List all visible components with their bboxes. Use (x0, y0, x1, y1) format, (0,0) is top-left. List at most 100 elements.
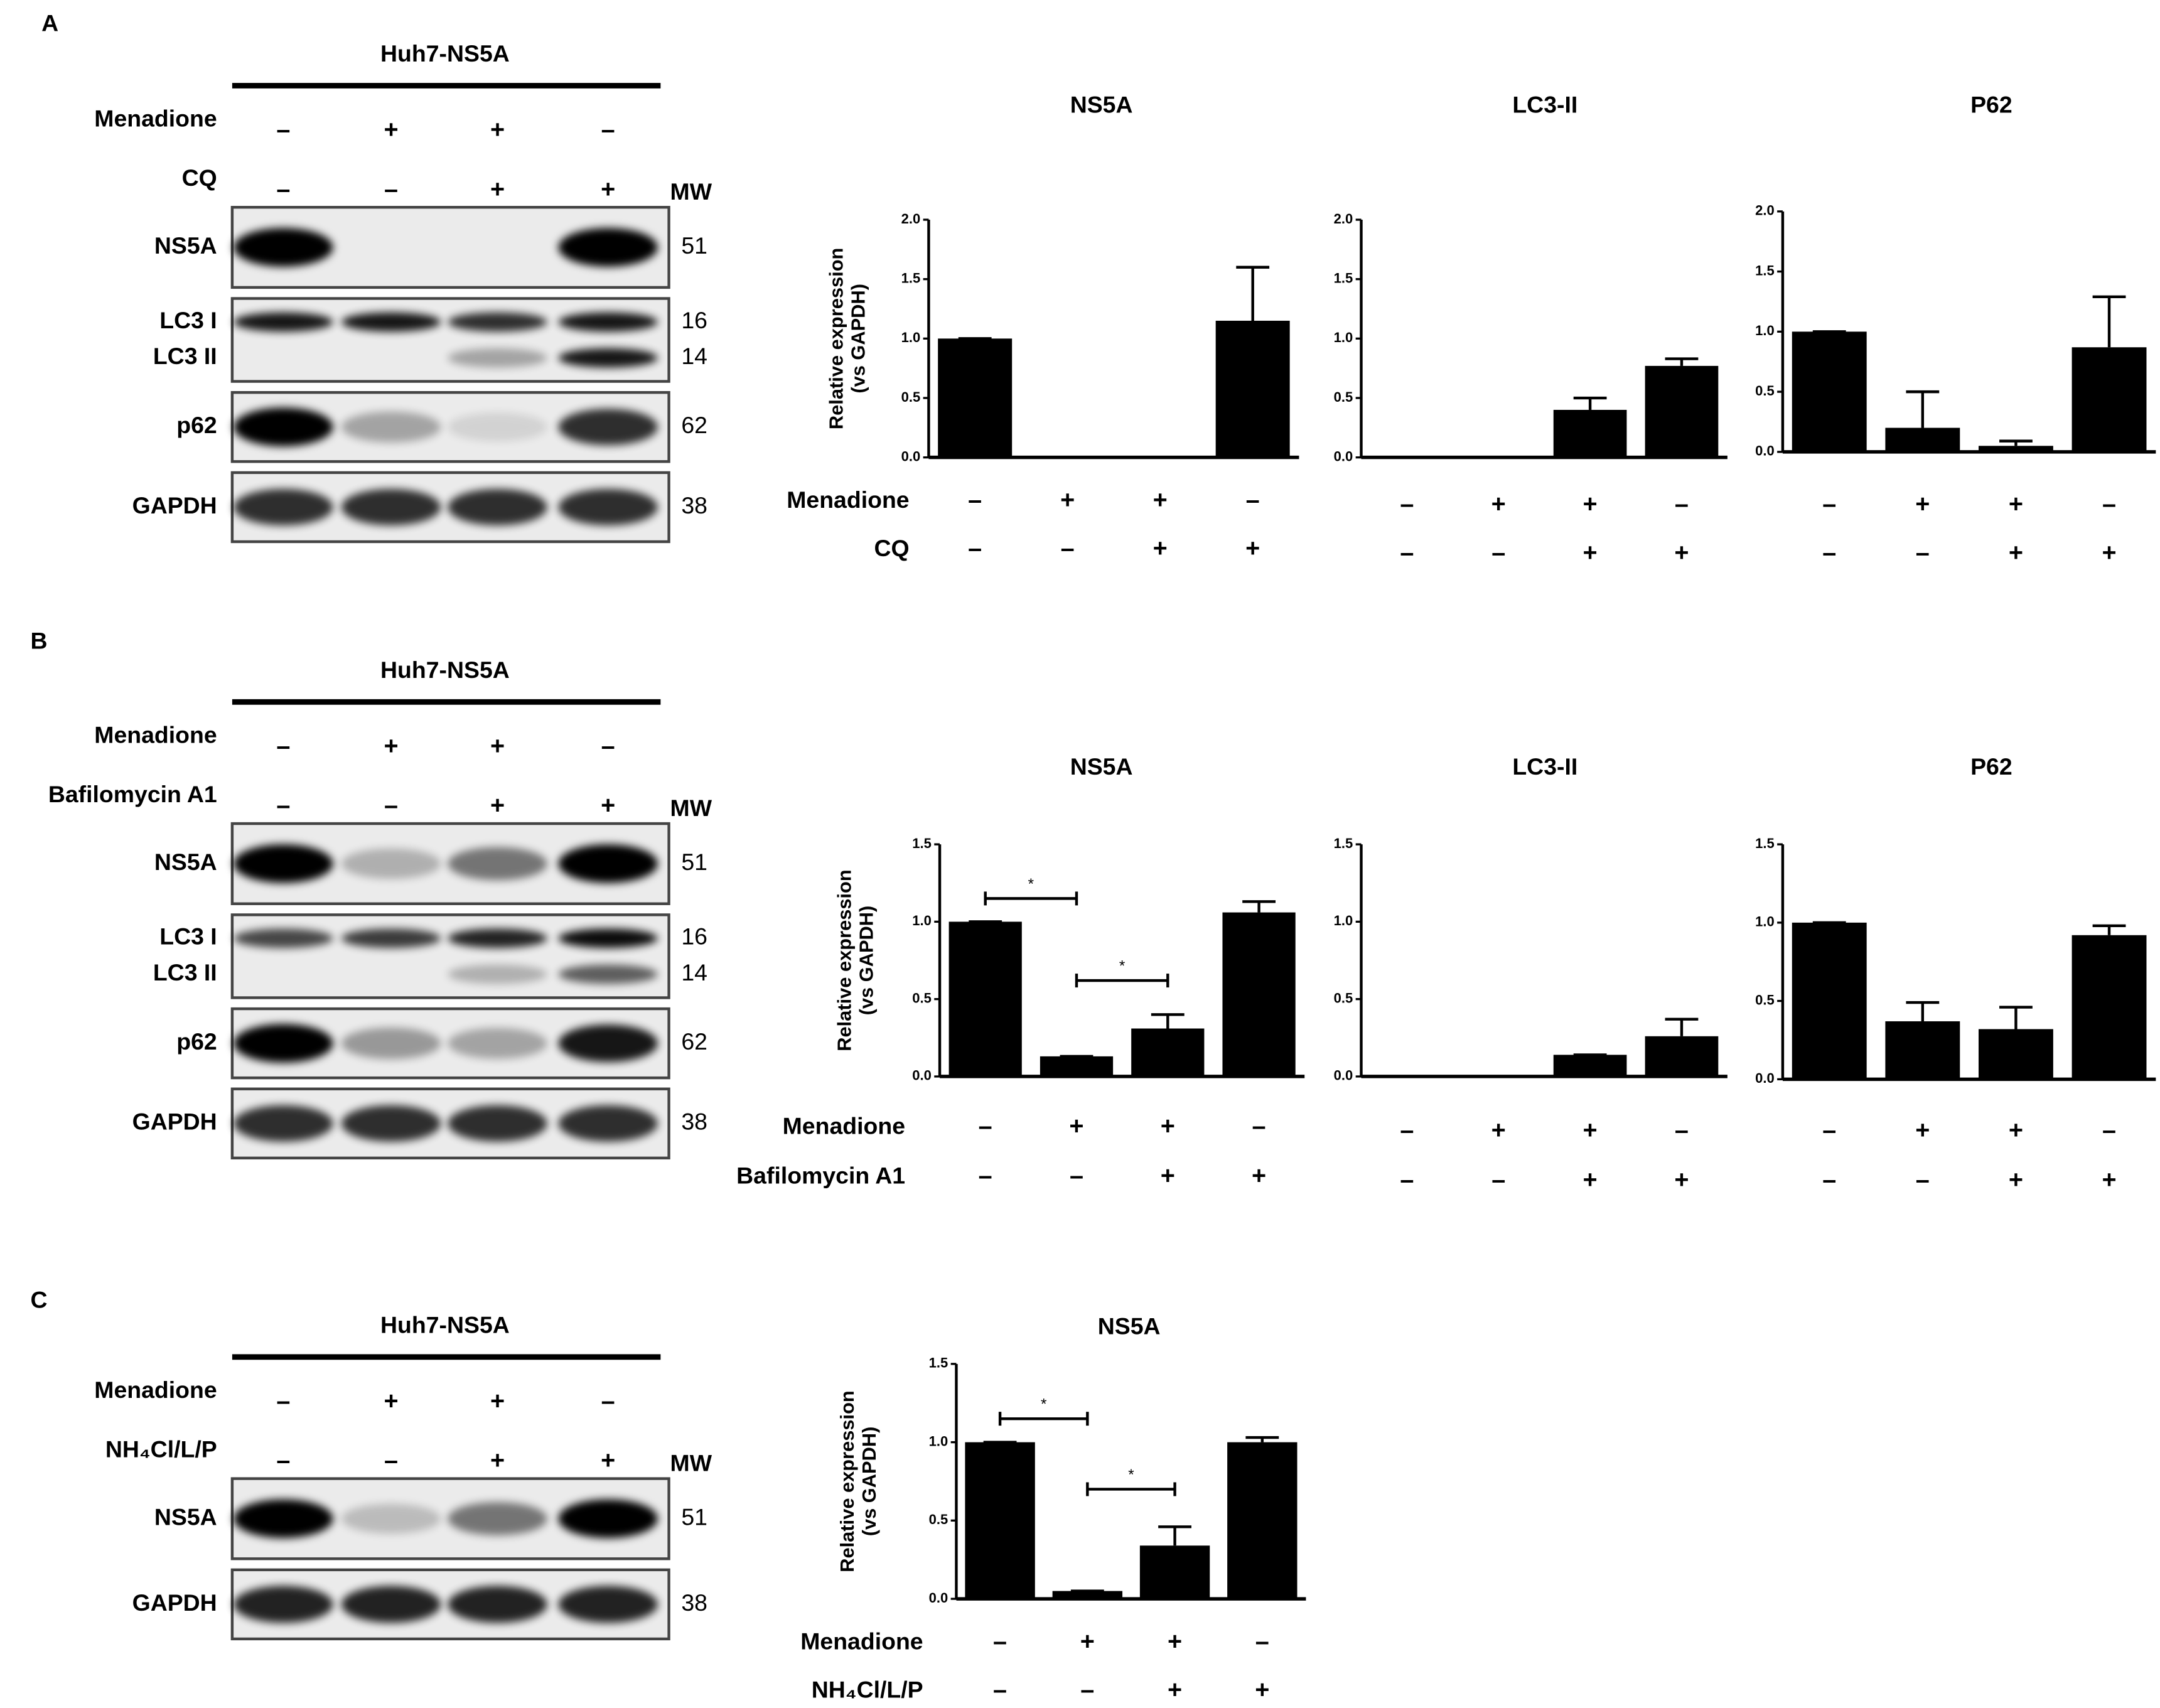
error-bar (1665, 1018, 1699, 1036)
bar (1978, 446, 2053, 452)
condition-sign: – (1675, 1116, 1689, 1144)
condition-sign: – (979, 1112, 992, 1140)
panel-label: A (41, 10, 58, 36)
condition-sign: + (1168, 1676, 1182, 1704)
condition-sign: + (1153, 486, 1168, 514)
y-tick-label: 0.0 (1755, 1070, 1775, 1086)
error-bar (1573, 396, 1607, 410)
condition-sign: – (968, 486, 982, 514)
bar (1792, 331, 1867, 452)
band-label: p62 (176, 1028, 217, 1055)
error-bar (1999, 1006, 2033, 1029)
band (341, 1503, 441, 1534)
bar (1227, 1442, 1298, 1599)
band (448, 412, 547, 442)
bar (1553, 1055, 1627, 1077)
condition-sign: + (1252, 1162, 1266, 1190)
y-tick-label: 1.0 (1334, 330, 1353, 345)
condition-sign: – (1675, 490, 1689, 518)
treatment-sign: + (490, 116, 505, 144)
treatment-sign: – (276, 1447, 290, 1474)
condition-sign: + (1583, 539, 1598, 566)
band-label: LC3 II (153, 343, 217, 369)
band-label: GAPDH (132, 1589, 217, 1616)
panel-label: B (30, 628, 47, 654)
condition-label: CQ (874, 535, 910, 561)
bar (1139, 1545, 1210, 1599)
condition-label: Menadione (783, 1112, 905, 1139)
significance-label: * (1028, 876, 1034, 893)
treatment-sign: – (384, 792, 398, 819)
y-tick-label: 1.5 (912, 835, 932, 851)
bar (938, 338, 1013, 458)
treatment-sign: – (276, 732, 290, 760)
treatment-sign: + (601, 1447, 615, 1474)
treatment-sign: – (276, 116, 290, 144)
band (341, 848, 441, 879)
condition-sign: + (2102, 539, 2116, 566)
band-label: LC3 I (159, 307, 217, 333)
band (558, 964, 658, 984)
y-axis-label: Relative expression (836, 1390, 858, 1572)
bar (1885, 427, 1960, 452)
blot-title: Huh7-NS5A (380, 657, 510, 683)
significance-bracket (984, 891, 1078, 906)
y-tick-label: 0.5 (929, 1512, 948, 1527)
chart-title: P62 (1970, 753, 2012, 780)
condition-sign: – (1400, 1116, 1414, 1144)
condition-sign: – (993, 1676, 1007, 1704)
mw-value: 51 (681, 849, 707, 875)
error-bar (1999, 439, 2033, 446)
treatment-sign: + (490, 1387, 505, 1415)
error-bar (2092, 295, 2126, 348)
band-label: LC3 II (153, 959, 217, 986)
significance-label: * (1128, 1466, 1134, 1483)
error-bar (1245, 1436, 1279, 1442)
band (448, 348, 547, 368)
y-tick-label: 0.0 (1755, 443, 1775, 459)
significance-bracket (1075, 974, 1169, 988)
band-label: p62 (176, 412, 217, 438)
bar (1215, 320, 1290, 458)
band (234, 488, 333, 525)
band (448, 1586, 547, 1623)
condition-sign: – (1255, 1628, 1269, 1655)
treatment-label: NH₄Cl/L/P (105, 1436, 217, 1462)
significance-label: * (1041, 1396, 1047, 1413)
band (448, 312, 547, 332)
condition-sign: + (1161, 1162, 1175, 1190)
band (448, 1028, 547, 1059)
y-tick-label: 1.0 (912, 913, 932, 928)
treatment-sign: + (490, 1447, 505, 1474)
treatment-sign: – (384, 1447, 398, 1474)
treatment-sign: – (276, 792, 290, 819)
error-bar (1906, 390, 1940, 428)
bar (1040, 1056, 1114, 1077)
error-bar (1906, 1001, 1940, 1022)
condition-sign: – (979, 1162, 992, 1190)
treatment-label: CQ (182, 164, 217, 191)
band-label: GAPDH (132, 492, 217, 518)
mw-value: 51 (681, 232, 707, 259)
condition-sign: + (1674, 539, 1689, 566)
chart-title: LC3-II (1512, 91, 1577, 117)
chart-title: NS5A (1070, 753, 1133, 780)
blot-box (230, 297, 670, 383)
condition-sign: + (1915, 1116, 1930, 1144)
y-tick-label: 0.5 (901, 389, 921, 405)
y-tick-label: 0.5 (1755, 992, 1775, 1007)
condition-sign: – (968, 535, 982, 562)
condition-sign: – (1252, 1112, 1266, 1140)
band (558, 1105, 658, 1142)
bar (1645, 1036, 1719, 1077)
condition-sign: + (1245, 535, 1260, 562)
condition-sign: + (1583, 1116, 1598, 1144)
band (448, 964, 547, 984)
band-label: NS5A (154, 232, 217, 259)
band (234, 407, 333, 447)
treatment-sign: – (384, 175, 398, 203)
condition-sign: + (2102, 1166, 2116, 1194)
mw-value: 38 (681, 1589, 707, 1616)
condition-sign: + (1069, 1112, 1083, 1140)
